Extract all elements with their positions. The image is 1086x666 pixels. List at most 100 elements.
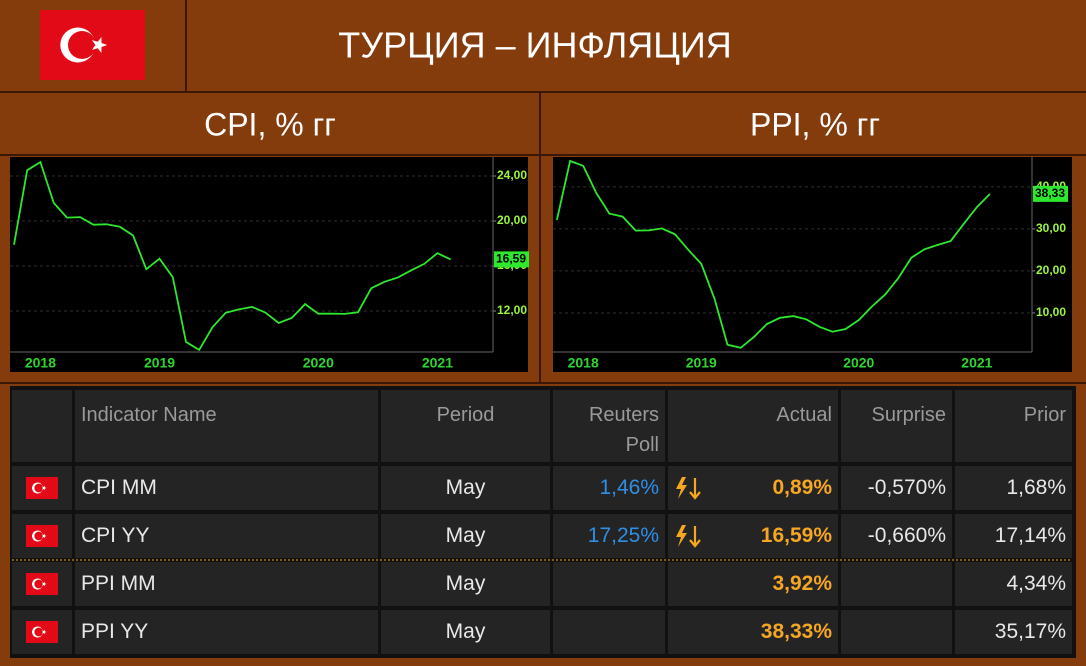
flag-icon (26, 477, 58, 499)
flag-crescent-cut (34, 531, 44, 541)
chart-panel (553, 157, 1072, 372)
header-cell: Prior (955, 390, 1072, 462)
x-tick-label: 2019 (144, 355, 175, 371)
table-cell: PPI MM (75, 562, 378, 606)
line (13, 160, 452, 352)
table-cell: 1,46% (553, 466, 665, 510)
flag (26, 477, 58, 499)
flag-crescent-cut (34, 579, 44, 589)
column-header: Indicator Name (81, 404, 217, 426)
y-tick-label: 30,00 (1036, 221, 1066, 235)
column-header: Period (436, 404, 495, 426)
cell-text: 38,33% (760, 620, 832, 643)
flag (26, 573, 58, 595)
flag (26, 621, 58, 643)
table-cell: CPI YY (75, 514, 378, 558)
table-cell: 17,25% (553, 514, 665, 558)
cell-text: 16,59% (760, 524, 832, 547)
table-cell: 17,14% (955, 514, 1072, 558)
cell-text: CPI MM (81, 476, 157, 499)
last-value-label: 16,59 (496, 252, 526, 266)
cell-text: May (445, 572, 486, 595)
chart-title: PPI, % гг (750, 106, 880, 142)
flag-icon (26, 573, 58, 595)
table-cell: 38,33% (668, 610, 838, 654)
bolt (676, 525, 687, 547)
y-tick-label: 10,00 (1036, 305, 1066, 319)
column-header: Actual (776, 404, 832, 426)
down-arrow (689, 478, 701, 500)
header-cell (12, 390, 72, 462)
x-tick-label: 2020 (303, 355, 334, 371)
table-cell: CPI MM (75, 466, 378, 510)
flag-cell (12, 514, 72, 558)
table-cell: May (381, 514, 550, 558)
flag-star (92, 37, 108, 53)
table-cell (553, 610, 665, 654)
flag-star (41, 581, 47, 587)
y-tick-label: 24,00 (497, 168, 527, 182)
flag (26, 525, 58, 547)
surprise-icon (676, 477, 701, 500)
cell-text: 17,14% (994, 524, 1066, 547)
flag-crescent-cut (34, 483, 44, 493)
table-cell: -0,660% (841, 514, 952, 558)
cell-text: 1,68% (1006, 476, 1066, 499)
header-cell: Indicator Name (75, 390, 378, 462)
cell-text: 0,89% (772, 476, 832, 499)
x-tick-label: 2018 (568, 355, 599, 371)
flag-icon (26, 621, 58, 643)
cell-text: 1,46% (599, 476, 659, 499)
cell-text: 17,25% (587, 524, 659, 547)
table-cell: PPI YY (75, 610, 378, 654)
cell-text: 3,92% (772, 572, 832, 595)
column-header: Surprise (871, 404, 946, 426)
table-cell: 16,59% (668, 514, 838, 558)
x-tick-label: 2018 (25, 355, 56, 371)
table-cell: 0,89% (668, 466, 838, 510)
y-tick-label: 20,00 (497, 213, 527, 227)
flag-crescent-cut (68, 31, 96, 59)
chart-panel (10, 157, 528, 372)
table-cell: 3,92% (668, 562, 838, 606)
column-header: Prior (1023, 404, 1066, 426)
flag-icon (26, 525, 58, 547)
header-cell: Surprise (841, 390, 952, 462)
last-value-box (494, 251, 529, 268)
cell-text: 4,34% (1006, 572, 1066, 595)
table-cell: -0,570% (841, 466, 952, 510)
x-tick-label: 2021 (961, 355, 992, 371)
cell-text: PPI MM (81, 572, 156, 595)
flag-star (41, 533, 47, 539)
header-cell: Reuters Poll (553, 390, 665, 462)
header-cell: Actual (668, 390, 838, 462)
cell-text: May (445, 524, 486, 547)
line (556, 159, 991, 349)
flag-star (41, 629, 47, 635)
flag-cell (12, 610, 72, 654)
cell-text: 35,17% (994, 620, 1066, 643)
last-value-box (1033, 185, 1068, 202)
flag (40, 10, 145, 80)
y-tick-label: 20,00 (1036, 263, 1066, 277)
down-arrow (689, 526, 701, 548)
flag-star (41, 485, 47, 491)
last-value-label: 38,33 (1035, 186, 1065, 200)
cell-text: -0,570% (867, 476, 946, 499)
flag-cell (12, 466, 72, 510)
table-cell (841, 562, 952, 606)
flag-cell (12, 562, 72, 606)
cell-text: -0,660% (867, 524, 946, 547)
chart-title: CPI, % гг (204, 106, 336, 142)
table-cell: 4,34% (955, 562, 1072, 606)
table-cell: May (381, 466, 550, 510)
surprise-icon (676, 525, 701, 548)
cell-text: May (445, 476, 486, 499)
table-cell (841, 610, 952, 654)
x-tick-label: 2020 (843, 355, 874, 371)
y-tick-label: 12,00 (497, 303, 527, 317)
flag-crescent-cut (34, 627, 44, 637)
bolt (676, 477, 687, 499)
table-cell: 35,17% (955, 610, 1072, 654)
x-tick-label: 2021 (422, 355, 453, 371)
